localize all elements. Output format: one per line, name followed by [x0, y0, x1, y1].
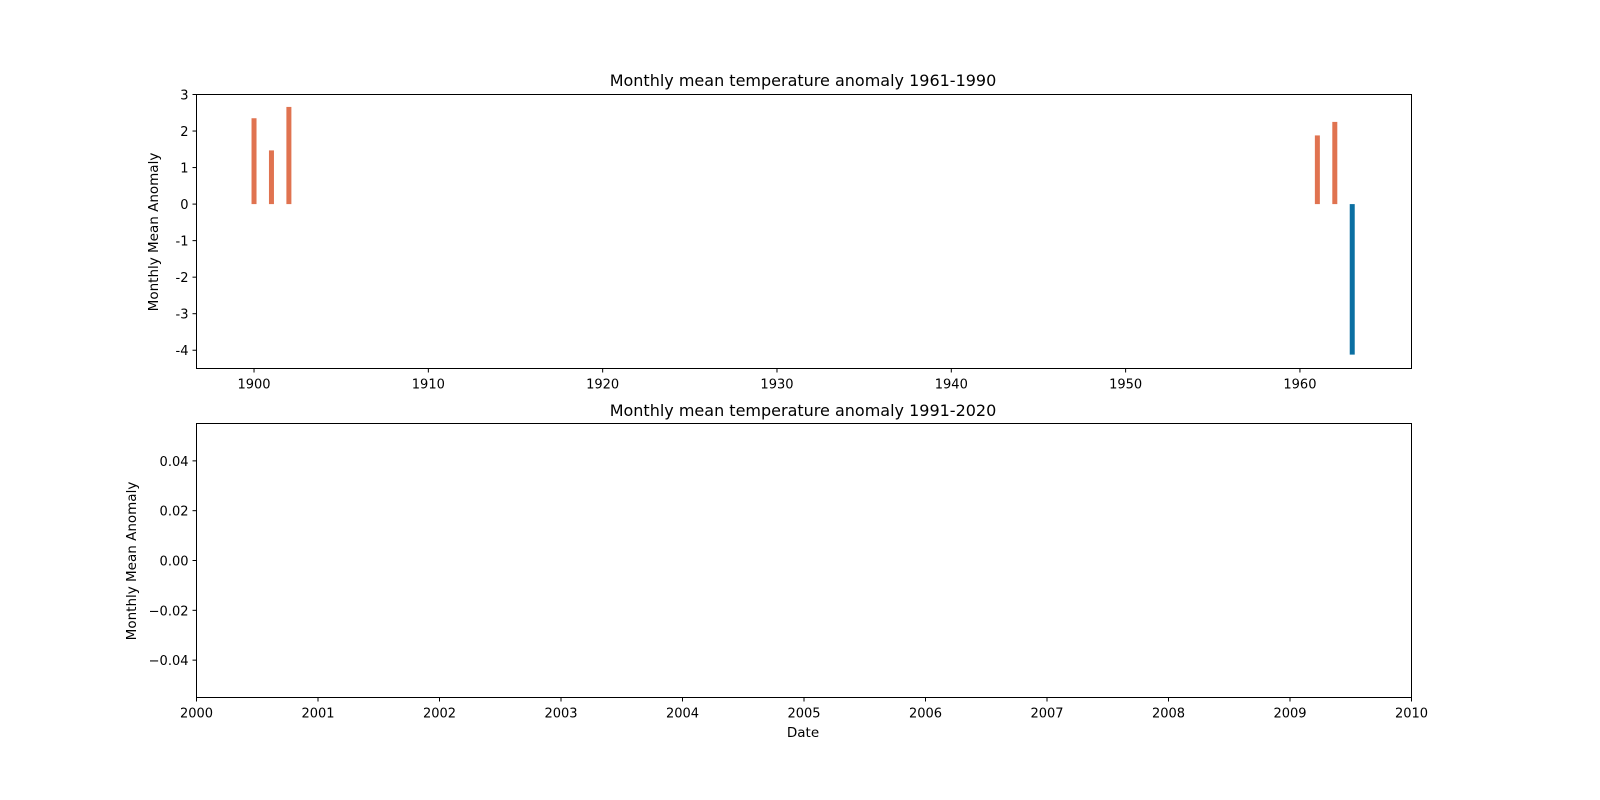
y-tick-label: 0.02 — [160, 505, 189, 520]
chart-top-plot-frame — [196, 94, 1412, 369]
x-tick-label: 1940 — [935, 378, 968, 393]
y-tick-label: 0 — [180, 198, 188, 213]
y-tick-label: -4 — [176, 344, 189, 359]
chart-top-bars — [251, 106, 1355, 355]
x-tick-label: 2000 — [180, 707, 213, 722]
x-tick-label: 2001 — [301, 707, 334, 722]
y-tick-label: 1 — [180, 162, 188, 177]
x-tick-label: 2008 — [1152, 707, 1185, 722]
chart-top-y-ticks: 3 2 1 0 -1 -2 -3 -4 — [176, 89, 197, 359]
y-tick-label: -2 — [176, 271, 189, 286]
x-tick-label: 2004 — [666, 707, 699, 722]
chart-bottom-plot-frame — [196, 423, 1412, 698]
x-tick-label: 1960 — [1283, 378, 1316, 393]
chart-bottom-title: Monthly mean temperature anomaly 1991-20… — [610, 401, 997, 420]
chart-top-x-ticks: 1900 1910 1920 1930 1940 1950 1960 — [237, 368, 1316, 393]
anomaly-bar — [1349, 204, 1355, 355]
x-tick-label: 2006 — [909, 707, 942, 722]
y-tick-label: 0.04 — [160, 455, 189, 470]
x-tick-label: 1950 — [1109, 378, 1142, 393]
chart-bottom-x-ticks: 2000 2001 2002 2003 2004 2005 2006 2007 2008 2009… — [180, 697, 1428, 722]
chart-bottom-xlabel: Date — [787, 725, 819, 741]
x-tick-label: 1930 — [760, 378, 793, 393]
y-tick-label: −0.04 — [149, 654, 189, 669]
x-tick-label: 2002 — [423, 707, 456, 722]
x-tick-label: 2005 — [787, 707, 820, 722]
anomaly-bar — [251, 118, 257, 205]
chart-top-title: Monthly mean temperature anomaly 1961-19… — [610, 71, 997, 90]
chart-bottom: Monthly mean temperature anomaly 1991-20… — [124, 401, 1428, 741]
x-tick-label: 2009 — [1273, 707, 1306, 722]
chart-bottom-y-ticks: 0.04 0.02 0.00 −0.02 −0.04 — [149, 455, 197, 669]
anomaly-bar — [1332, 121, 1338, 205]
x-tick-label: 1910 — [412, 378, 445, 393]
chart-bottom-ylabel: Monthly Mean Anomaly — [124, 482, 140, 641]
x-tick-label: 1920 — [586, 378, 619, 393]
x-tick-label: 1900 — [237, 378, 270, 393]
chart-top-ylabel: Monthly Mean Anomaly — [146, 153, 162, 312]
y-tick-label: 0.00 — [160, 555, 189, 570]
y-tick-label: -3 — [176, 308, 189, 323]
x-tick-label: 2007 — [1030, 707, 1063, 722]
y-tick-label: 2 — [180, 125, 188, 140]
anomaly-bar — [268, 150, 274, 205]
anomaly-bar — [286, 106, 292, 205]
y-tick-label: 3 — [180, 89, 188, 104]
y-tick-label: −0.02 — [149, 604, 189, 619]
anomaly-bar — [1314, 135, 1320, 205]
y-tick-label: -1 — [176, 235, 189, 250]
chart-top: Monthly mean temperature anomaly 1961-19… — [146, 71, 1412, 393]
x-tick-label: 2003 — [544, 707, 577, 722]
x-tick-label: 2010 — [1395, 707, 1428, 722]
